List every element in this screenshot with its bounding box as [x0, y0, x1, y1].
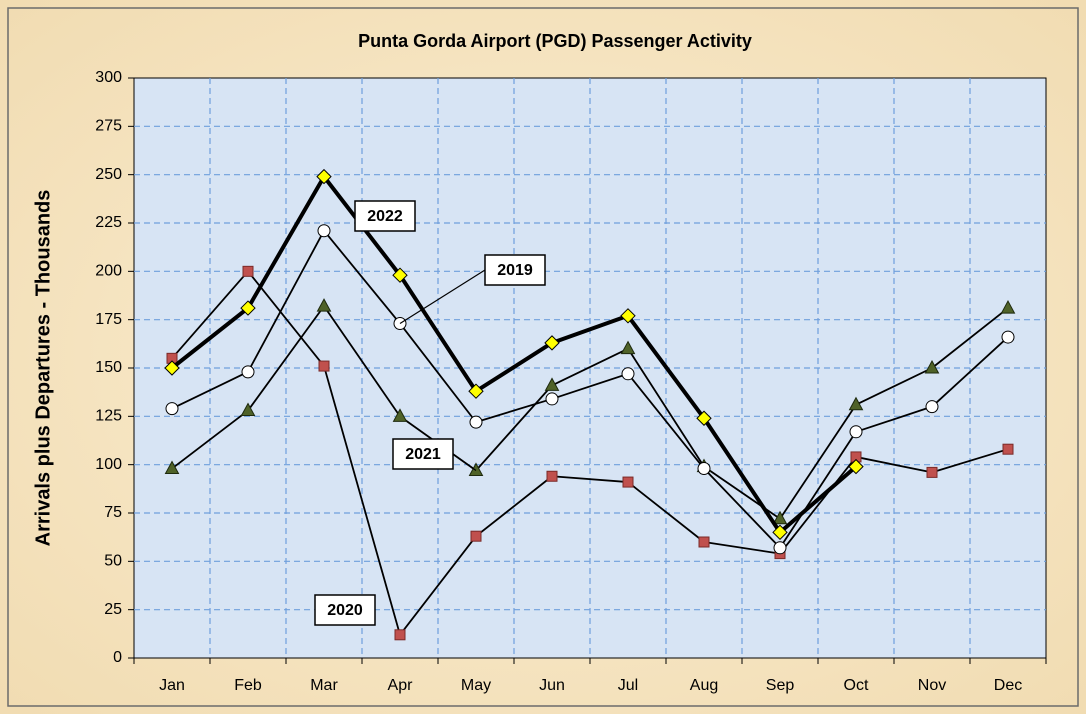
marker [1002, 443, 1014, 455]
marker [242, 265, 254, 277]
x-tick-label: Jan [159, 677, 185, 694]
series-line [171, 305, 1009, 520]
y-tick-label: 100 [95, 456, 122, 473]
marker [240, 402, 256, 417]
x-tick-label: Dec [994, 677, 1022, 694]
marker [164, 360, 180, 376]
y-tick-label: 150 [95, 359, 122, 376]
series-label-box [484, 254, 546, 286]
marker [622, 476, 634, 488]
label-leader [399, 269, 486, 325]
y-tick-label: 200 [95, 263, 122, 280]
y-tick-label: 50 [104, 553, 122, 570]
y-tick-label: 125 [95, 408, 122, 425]
marker [848, 396, 864, 411]
marker [470, 530, 482, 542]
series-label: 2020 [327, 602, 363, 619]
marker [773, 541, 787, 555]
marker [924, 359, 940, 374]
marker [468, 462, 484, 476]
marker [165, 402, 179, 416]
x-tick-label: May [461, 677, 491, 694]
chart-title: Punta Gorda Airport (PGD) Passenger Acti… [358, 31, 752, 51]
y-tick-label: 275 [95, 118, 122, 135]
x-tick-label: Jun [539, 677, 565, 694]
y-tick-label: 300 [95, 69, 122, 86]
y-tick-label: 175 [95, 311, 122, 328]
series-line [171, 270, 1009, 636]
marker [544, 377, 560, 391]
label-leader [452, 453, 477, 471]
marker [316, 298, 332, 312]
series-label: 2019 [497, 262, 533, 279]
marker [772, 510, 788, 525]
marker [621, 367, 635, 381]
y-tick-label: 250 [95, 166, 122, 183]
marker [848, 458, 864, 475]
marker [469, 415, 483, 429]
marker [394, 629, 406, 641]
series-label-box [314, 594, 376, 626]
series-label: 2021 [405, 446, 441, 463]
x-tick-label: Sep [766, 677, 795, 694]
series-label-box [354, 200, 416, 232]
marker [316, 168, 332, 185]
y-tick-label: 25 [104, 601, 122, 618]
series-label: 2022 [367, 208, 403, 225]
marker [546, 470, 558, 482]
marker [849, 425, 863, 439]
marker [468, 383, 484, 399]
marker [620, 340, 636, 355]
marker [544, 335, 560, 351]
marker [392, 408, 408, 422]
y-axis-label: Arrivals plus Departures - Thousands [32, 190, 54, 547]
y-tick-label: 75 [104, 504, 122, 521]
marker [240, 300, 256, 316]
marker [925, 400, 939, 414]
marker [164, 460, 180, 475]
marker [392, 267, 408, 283]
x-tick-label: Jul [618, 677, 638, 694]
series-line [171, 229, 1009, 549]
series-label-box [392, 438, 454, 470]
marker [926, 466, 938, 478]
series-line [170, 174, 858, 535]
marker [696, 410, 712, 426]
marker [241, 365, 255, 379]
y-tick-label: 0 [113, 649, 122, 666]
marker [1001, 330, 1015, 344]
marker [318, 360, 330, 372]
marker [620, 308, 636, 324]
y-tick-label: 225 [95, 214, 122, 231]
chart-frame [7, 7, 1079, 707]
marker [317, 224, 331, 238]
x-tick-label: Oct [844, 677, 869, 694]
marker [698, 536, 710, 548]
x-tick-label: Mar [310, 677, 338, 694]
marker [772, 524, 788, 541]
x-tick-label: Apr [388, 677, 414, 694]
marker [697, 462, 711, 476]
x-tick-label: Nov [918, 677, 946, 694]
marker [545, 392, 559, 406]
x-tick-label: Aug [690, 677, 718, 694]
marker [1000, 300, 1016, 314]
x-tick-label: Feb [234, 677, 262, 694]
